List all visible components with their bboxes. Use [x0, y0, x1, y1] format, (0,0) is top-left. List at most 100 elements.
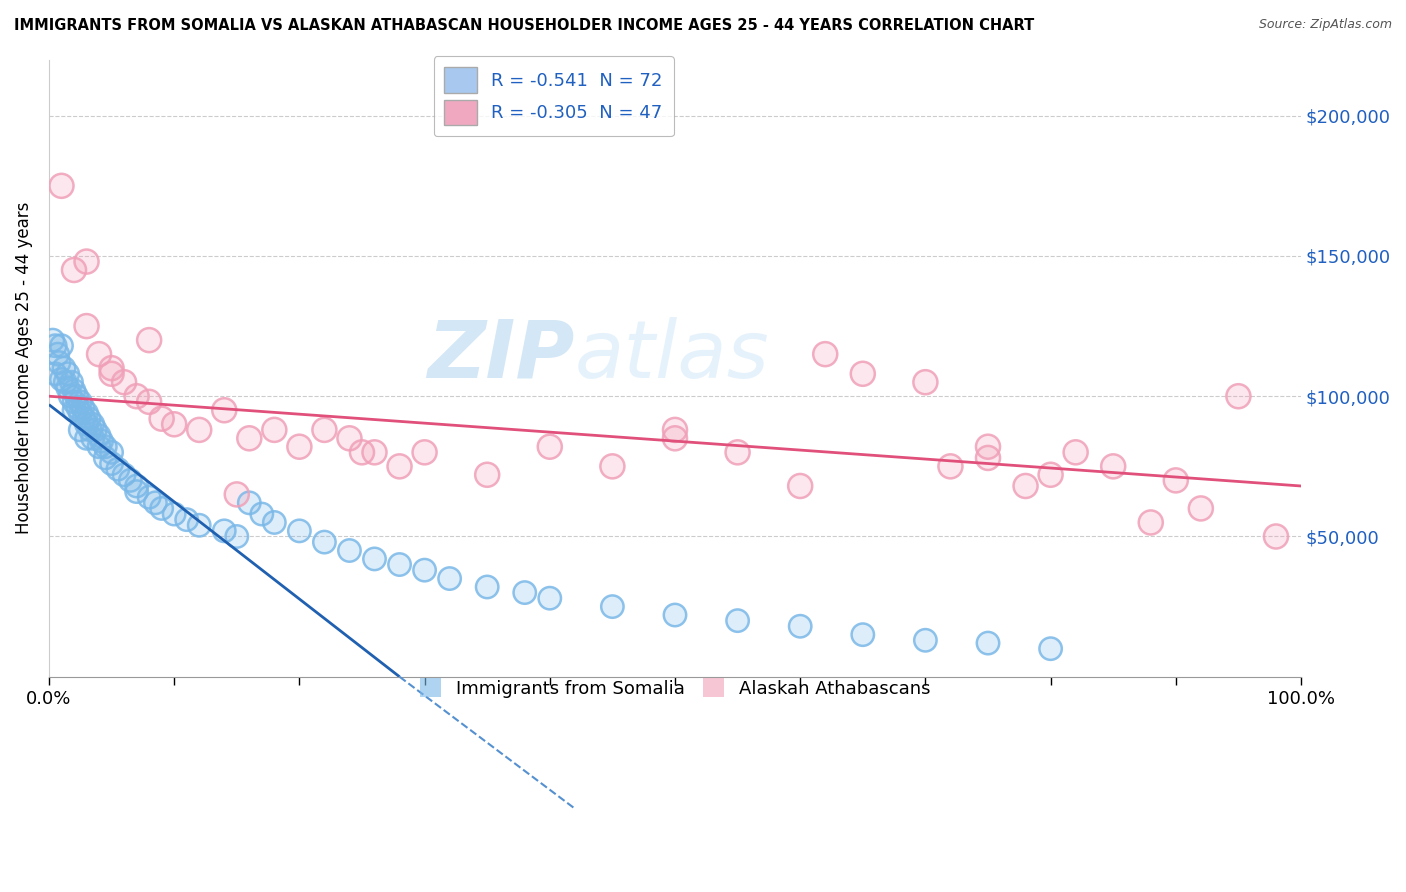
Point: [1189, 501, 1212, 516]
Point: [977, 636, 1000, 650]
Point: [977, 440, 1000, 454]
Point: [477, 467, 499, 482]
Point: [76, 319, 98, 334]
Point: [150, 411, 173, 425]
Point: [63, 263, 86, 277]
Point: [59, 389, 82, 403]
Point: [63, 263, 86, 277]
Point: [1227, 389, 1250, 403]
Point: [44, 339, 66, 353]
Point: [214, 403, 236, 417]
Point: [914, 633, 936, 648]
Point: [87, 440, 110, 454]
Point: [1014, 479, 1036, 493]
Point: [238, 431, 260, 445]
Point: [363, 552, 385, 566]
Point: [44, 367, 66, 381]
Point: [65, 389, 87, 403]
Point: [53, 361, 76, 376]
Point: [538, 591, 561, 606]
Point: [263, 516, 285, 530]
Point: [150, 501, 173, 516]
Point: [72, 401, 94, 415]
Point: [602, 599, 624, 614]
Point: [82, 417, 104, 432]
Point: [51, 178, 73, 193]
Point: [163, 417, 186, 432]
Point: [94, 450, 117, 465]
Point: [977, 450, 1000, 465]
Point: [46, 347, 69, 361]
Point: [188, 423, 211, 437]
Point: [852, 367, 875, 381]
Point: [250, 507, 273, 521]
Point: [789, 479, 811, 493]
Point: [90, 434, 112, 449]
Point: [51, 339, 73, 353]
Point: [76, 431, 98, 445]
Point: [51, 372, 73, 386]
Point: [59, 389, 82, 403]
Point: [363, 445, 385, 459]
Point: [76, 406, 98, 420]
Point: [94, 450, 117, 465]
Point: [69, 423, 91, 437]
Point: [314, 535, 336, 549]
Point: [138, 490, 160, 504]
Point: [250, 507, 273, 521]
Point: [814, 347, 837, 361]
Point: [79, 423, 101, 437]
Point: [225, 529, 247, 543]
Y-axis label: Householder Income Ages 25 - 44 years: Householder Income Ages 25 - 44 years: [15, 202, 32, 534]
Point: [263, 423, 285, 437]
Point: [1014, 479, 1036, 493]
Point: [789, 619, 811, 633]
Point: [125, 479, 148, 493]
Point: [100, 445, 122, 459]
Point: [51, 339, 73, 353]
Point: [225, 487, 247, 501]
Point: [87, 428, 110, 442]
Point: [145, 496, 167, 510]
Point: [72, 401, 94, 415]
Point: [188, 518, 211, 533]
Point: [1139, 516, 1161, 530]
Point: [53, 361, 76, 376]
Point: [852, 367, 875, 381]
Point: [263, 516, 285, 530]
Point: [1227, 389, 1250, 403]
Point: [56, 381, 79, 395]
Point: [112, 467, 135, 482]
Point: [477, 580, 499, 594]
Point: [263, 423, 285, 437]
Point: [51, 178, 73, 193]
Legend: Immigrants from Somalia, Alaskan Athabascans: Immigrants from Somalia, Alaskan Athabas…: [412, 671, 938, 705]
Point: [63, 384, 86, 398]
Text: atlas: atlas: [575, 317, 769, 395]
Point: [350, 445, 373, 459]
Point: [66, 401, 89, 415]
Point: [76, 254, 98, 268]
Point: [225, 487, 247, 501]
Point: [163, 507, 186, 521]
Point: [138, 490, 160, 504]
Point: [363, 445, 385, 459]
Point: [60, 375, 83, 389]
Point: [477, 467, 499, 482]
Point: [477, 580, 499, 594]
Point: [76, 319, 98, 334]
Point: [163, 417, 186, 432]
Point: [339, 543, 361, 558]
Point: [63, 394, 86, 409]
Point: [288, 440, 311, 454]
Point: [914, 375, 936, 389]
Point: [388, 459, 411, 474]
Point: [939, 459, 962, 474]
Point: [76, 254, 98, 268]
Point: [1102, 459, 1125, 474]
Point: [100, 367, 122, 381]
Point: [73, 411, 96, 425]
Point: [914, 633, 936, 648]
Point: [56, 367, 79, 381]
Point: [77, 411, 100, 425]
